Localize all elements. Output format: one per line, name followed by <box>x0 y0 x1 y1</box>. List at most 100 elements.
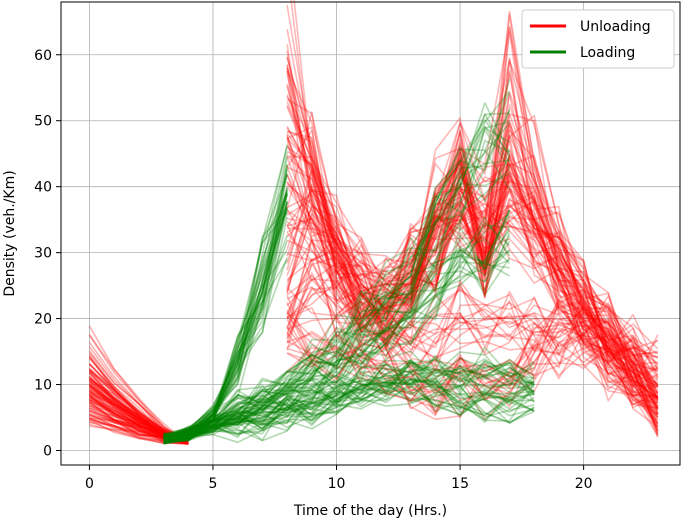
loading-line <box>163 224 510 441</box>
loading-line <box>163 232 511 441</box>
loading-line <box>163 211 288 439</box>
unloading-line-day <box>286 130 659 419</box>
unloading-line-night <box>88 363 189 443</box>
unloading-line-day <box>286 183 659 424</box>
unloading-line-night <box>88 357 189 445</box>
unloading-line-night <box>89 392 189 442</box>
unloading-line-day <box>286 174 659 399</box>
loading-line <box>163 360 535 439</box>
unloading-line-night <box>89 396 189 441</box>
loading-line <box>163 381 535 438</box>
loading-line <box>163 374 535 441</box>
unloading-line-day <box>286 152 659 385</box>
unloading-line-night <box>89 389 189 441</box>
loading-line <box>163 125 511 436</box>
unloading-line-night <box>88 376 189 442</box>
unloading-line-night <box>88 378 189 442</box>
unloading-line-day <box>290 0 658 404</box>
unloading-line-night <box>88 373 189 445</box>
unloading-line-day <box>286 300 659 421</box>
loading-line <box>163 102 511 439</box>
x-tick-label: 15 <box>451 476 469 492</box>
unloading-line-day <box>286 319 659 414</box>
unloading-line-day <box>286 291 659 395</box>
unloading-line-night <box>89 391 189 445</box>
unloading-line-day <box>286 319 659 402</box>
unloading-line-day <box>286 317 659 393</box>
unloading-line-night <box>89 423 189 445</box>
y-tick-label: 0 <box>43 443 52 459</box>
unloading-line-night <box>89 425 189 445</box>
unloading-line-night <box>88 363 189 441</box>
unloading-line-night <box>88 356 189 445</box>
unloading-line-day <box>286 162 659 400</box>
plot-lines <box>88 0 659 445</box>
loading-line <box>163 164 288 441</box>
loading-line <box>163 200 288 439</box>
loading-line <box>163 373 535 439</box>
loading-line <box>163 374 535 439</box>
unloading-line-night <box>88 385 189 445</box>
loading-line <box>163 195 288 443</box>
loading-line <box>163 208 288 441</box>
loading-line <box>163 377 535 439</box>
loading-line <box>163 112 510 442</box>
unloading-line-night <box>89 410 189 443</box>
y-tick-label: 40 <box>34 180 52 196</box>
unloading-line-day <box>286 213 659 412</box>
unloading-line-night <box>89 407 189 445</box>
loading-line <box>163 358 535 440</box>
unloading-line-day <box>286 153 659 418</box>
loading-line <box>163 234 288 435</box>
unloading-line-day <box>286 129 659 386</box>
loading-line <box>163 376 535 440</box>
loading-line <box>163 213 510 442</box>
unloading-line-day <box>286 4 659 399</box>
unloading-line-night <box>88 383 189 445</box>
unloading-line-day <box>286 156 659 414</box>
grid <box>61 2 680 465</box>
unloading-line-night <box>88 381 189 445</box>
unloading-line-night <box>89 413 189 445</box>
loading-line <box>163 172 510 437</box>
unloading-line-night <box>88 384 189 441</box>
unloading-line-day <box>286 57 659 416</box>
loading-line <box>163 209 511 441</box>
unloading-line-night <box>89 417 189 445</box>
unloading-line-day <box>286 122 659 431</box>
loading-line <box>163 174 288 442</box>
unloading-line-night <box>88 386 189 443</box>
unloading-line-night <box>88 378 189 441</box>
unloading-line-night <box>88 390 189 442</box>
unloading-line-day <box>286 175 658 388</box>
loading-line <box>163 169 288 438</box>
loading-line <box>163 144 288 444</box>
loading-line <box>163 229 511 445</box>
unloading-line-night <box>88 393 189 445</box>
unloading-line-day <box>286 94 659 401</box>
loading-line <box>163 381 535 440</box>
unloading-line-night <box>88 376 189 444</box>
loading-line <box>163 202 288 445</box>
x-tick-label: 0 <box>85 476 94 492</box>
loading-line <box>163 188 288 441</box>
loading-line <box>163 211 288 439</box>
loading-line <box>163 380 535 440</box>
unloading-line-day <box>286 302 658 409</box>
unloading-line-day <box>286 134 659 421</box>
unloading-line-night <box>88 393 189 444</box>
unloading-line-day <box>286 202 659 433</box>
loading-line <box>163 249 288 437</box>
loading-line <box>163 234 510 440</box>
unloading-line-night <box>88 384 189 444</box>
loading-line <box>163 364 535 439</box>
unloading-line-night <box>88 395 189 445</box>
unloading-line-night <box>88 370 189 445</box>
unloading-line-night <box>89 417 189 440</box>
unloading-line-night <box>88 380 189 445</box>
unloading-line-day <box>286 96 659 415</box>
unloading-line-day <box>286 181 659 409</box>
unloading-line-day <box>286 163 659 432</box>
loading-line <box>163 122 511 438</box>
unloading-line-day <box>286 274 659 397</box>
